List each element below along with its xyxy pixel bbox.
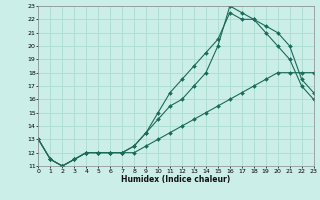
X-axis label: Humidex (Indice chaleur): Humidex (Indice chaleur) [121, 175, 231, 184]
